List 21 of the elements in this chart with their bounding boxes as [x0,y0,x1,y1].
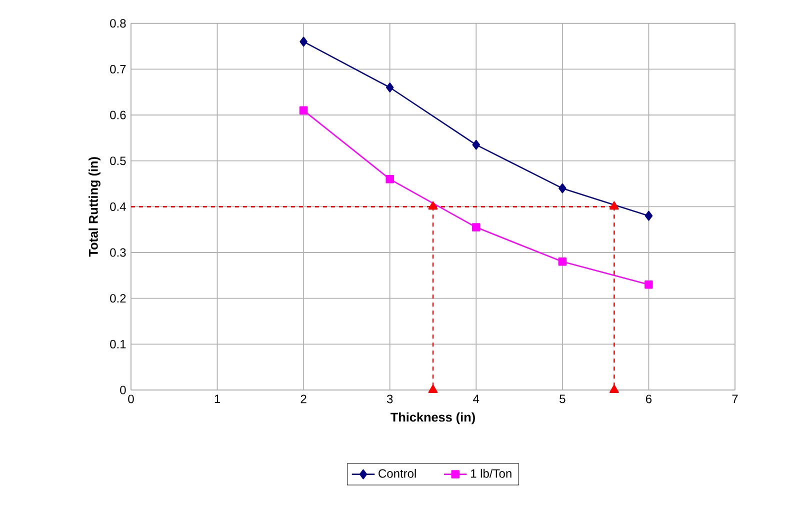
y-tick-label: 0.3 [110,248,126,257]
legend-label: 1 lb/Ton [471,468,512,478]
x-tick-label: 0 [128,394,134,404]
y-tick-label: 0.6 [110,110,126,120]
y-tick-label: 0.4 [110,202,126,211]
y-axis-title: Total Rutting (in) [88,157,100,257]
y-tick-label: 0.1 [110,340,126,348]
x-tick-label: 5 [560,394,566,404]
y-tick-label: 0.7 [110,64,126,74]
x-tick-label: 1 [214,394,220,403]
y-tick-label: 0.8 [110,19,126,28]
legend-label: Control [378,468,416,478]
y-tick-label: 0.2 [110,294,126,303]
y-tick-label: 0 [120,386,126,394]
y-tick-label: 0.5 [110,156,126,166]
x-tick-label: 7 [732,394,738,403]
x-tick-label: 4 [473,394,480,403]
x-axis-title: Thickness (in) [390,412,475,424]
x-tick-label: 3 [386,394,393,404]
x-tick-label: 6 [646,394,652,404]
x-tick-label: 2 [300,394,306,404]
